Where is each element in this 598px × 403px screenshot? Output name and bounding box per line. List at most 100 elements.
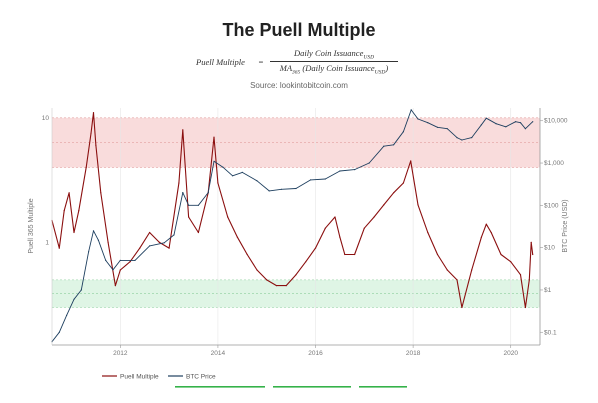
- formula-denominator: MA365 (Daily Coin IssuanceUSD): [270, 63, 398, 76]
- data-point-btc-36: [417, 118, 419, 120]
- data-point-puell-10: [100, 192, 102, 194]
- data-point-btc-11: [134, 259, 136, 261]
- data-point-btc-26: [295, 187, 297, 190]
- formula-num-sub: USD: [363, 54, 375, 61]
- data-point-puell-59: [519, 274, 522, 276]
- data-point-btc-46: [505, 126, 507, 128]
- data-point-puell-45: [402, 182, 404, 184]
- formula-equals: =: [258, 57, 264, 67]
- series-line-puell: [51, 112, 534, 309]
- data-point-puell-40: [354, 253, 356, 256]
- data-point-puell-49: [436, 253, 439, 256]
- data-point-puell-13: [119, 269, 121, 271]
- data-point-puell-15: [139, 247, 141, 249]
- data-point-btc-32: [383, 145, 385, 147]
- data-point-puell-46: [410, 160, 412, 162]
- data-point-btc-27: [310, 179, 312, 181]
- data-point-btc-14: [173, 234, 175, 236]
- data-point-btc-12: [149, 245, 151, 247]
- data-point-puell-43: [383, 204, 385, 206]
- formula-den-sub: USD: [374, 69, 386, 76]
- data-point-puell-26: [227, 216, 229, 218]
- data-point-btc-42: [471, 137, 473, 139]
- data-point-btc-40: [456, 137, 458, 139]
- x-tick-label-2012: 2012: [113, 350, 128, 357]
- legend-label-btc: BTC Price: [186, 374, 216, 381]
- page-title: The Puell Multiple: [222, 20, 376, 40]
- formula-den-prefix: MA: [279, 63, 293, 73]
- data-point-puell-9: [95, 144, 97, 147]
- data-point-puell-52: [461, 306, 463, 309]
- data-point-btc-29: [339, 170, 341, 172]
- left-axis-label: Puell 365 Multiple: [28, 198, 35, 253]
- data-point-puell-24: [213, 136, 215, 138]
- bottom-bar-2: [273, 386, 351, 388]
- data-point-btc-34: [402, 131, 404, 133]
- data-point-btc-10: [119, 259, 121, 261]
- data-point-puell-38: [339, 236, 341, 238]
- formula-fraction-bar: [270, 61, 398, 62]
- bottom-bar-1: [175, 386, 265, 388]
- series-lines: [51, 109, 534, 343]
- data-point-puell-29: [256, 269, 258, 271]
- data-point-puell-42: [373, 216, 375, 218]
- bottom-decoration-bars: [175, 386, 407, 388]
- bottom-bar-3: [359, 386, 407, 388]
- data-point-btc-19: [213, 160, 215, 162]
- data-point-puell-2: [63, 210, 65, 212]
- data-point-puell-37: [334, 216, 336, 218]
- data-point-puell-28: [246, 253, 248, 256]
- data-point-puell-31: [275, 285, 278, 287]
- data-point-btc-38: [436, 126, 439, 128]
- data-point-btc-35: [410, 109, 412, 111]
- grid-lines: [120, 108, 512, 345]
- data-point-puell-27: [236, 236, 238, 238]
- data-point-puell-47: [417, 204, 419, 206]
- x-tick-label-2018: 2018: [406, 350, 421, 357]
- data-point-btc-28: [324, 178, 326, 180]
- data-point-puell-39: [344, 253, 346, 256]
- x-tick-label-2020: 2020: [503, 350, 518, 357]
- right-tick-label-2: $100: [544, 202, 559, 209]
- formula-den-close: ): [385, 63, 389, 73]
- formula-lhs: Puell Multiple: [196, 57, 245, 67]
- data-point-puell-63: [532, 253, 534, 256]
- formula-numerator: Daily Coin IssuanceUSD: [270, 48, 398, 61]
- right-axis-label: BTC Price (USD): [562, 199, 569, 252]
- data-point-btc-22: [241, 171, 243, 173]
- data-point-btc-41: [461, 139, 463, 141]
- data-point-btc-31: [368, 162, 370, 164]
- data-point-btc-25: [280, 188, 282, 190]
- data-point-puell-34: [305, 261, 307, 263]
- data-point-puell-7: [90, 132, 92, 134]
- data-point-btc-9: [112, 269, 114, 271]
- data-point-puell-6: [85, 166, 87, 168]
- data-point-puell-44: [393, 192, 395, 194]
- data-point-puell-55: [485, 223, 487, 225]
- data-point-btc-8: [105, 259, 107, 261]
- data-point-btc-24: [268, 190, 270, 192]
- data-point-btc-7: [97, 239, 99, 241]
- data-point-puell-21: [188, 216, 190, 218]
- data-point-puell-32: [285, 285, 287, 287]
- data-point-puell-41: [363, 227, 365, 229]
- data-point-puell-56: [490, 231, 492, 234]
- puell-formula: Puell Multiple = Daily Coin IssuanceUSD …: [0, 48, 598, 78]
- data-point-btc-30: [354, 169, 356, 171]
- data-point-btc-50: [532, 121, 534, 123]
- data-point-puell-61: [528, 279, 530, 281]
- right-tick-label-1: $1,000: [544, 160, 564, 167]
- right-tick-label-0: $10,000: [544, 118, 568, 125]
- data-point-btc-20: [222, 166, 224, 168]
- x-tick-label-2016: 2016: [308, 350, 323, 357]
- data-point-btc-45: [495, 123, 497, 125]
- data-point-btc-48: [519, 122, 522, 124]
- data-point-puell-30: [266, 279, 268, 281]
- data-point-puell-33: [295, 274, 297, 276]
- data-point-puell-20: [182, 129, 184, 131]
- left-tick-label-1: 1: [45, 239, 49, 246]
- data-point-puell-5: [78, 210, 80, 212]
- data-point-puell-3: [68, 192, 70, 194]
- data-point-btc-21: [232, 175, 234, 177]
- axes: [51, 108, 541, 346]
